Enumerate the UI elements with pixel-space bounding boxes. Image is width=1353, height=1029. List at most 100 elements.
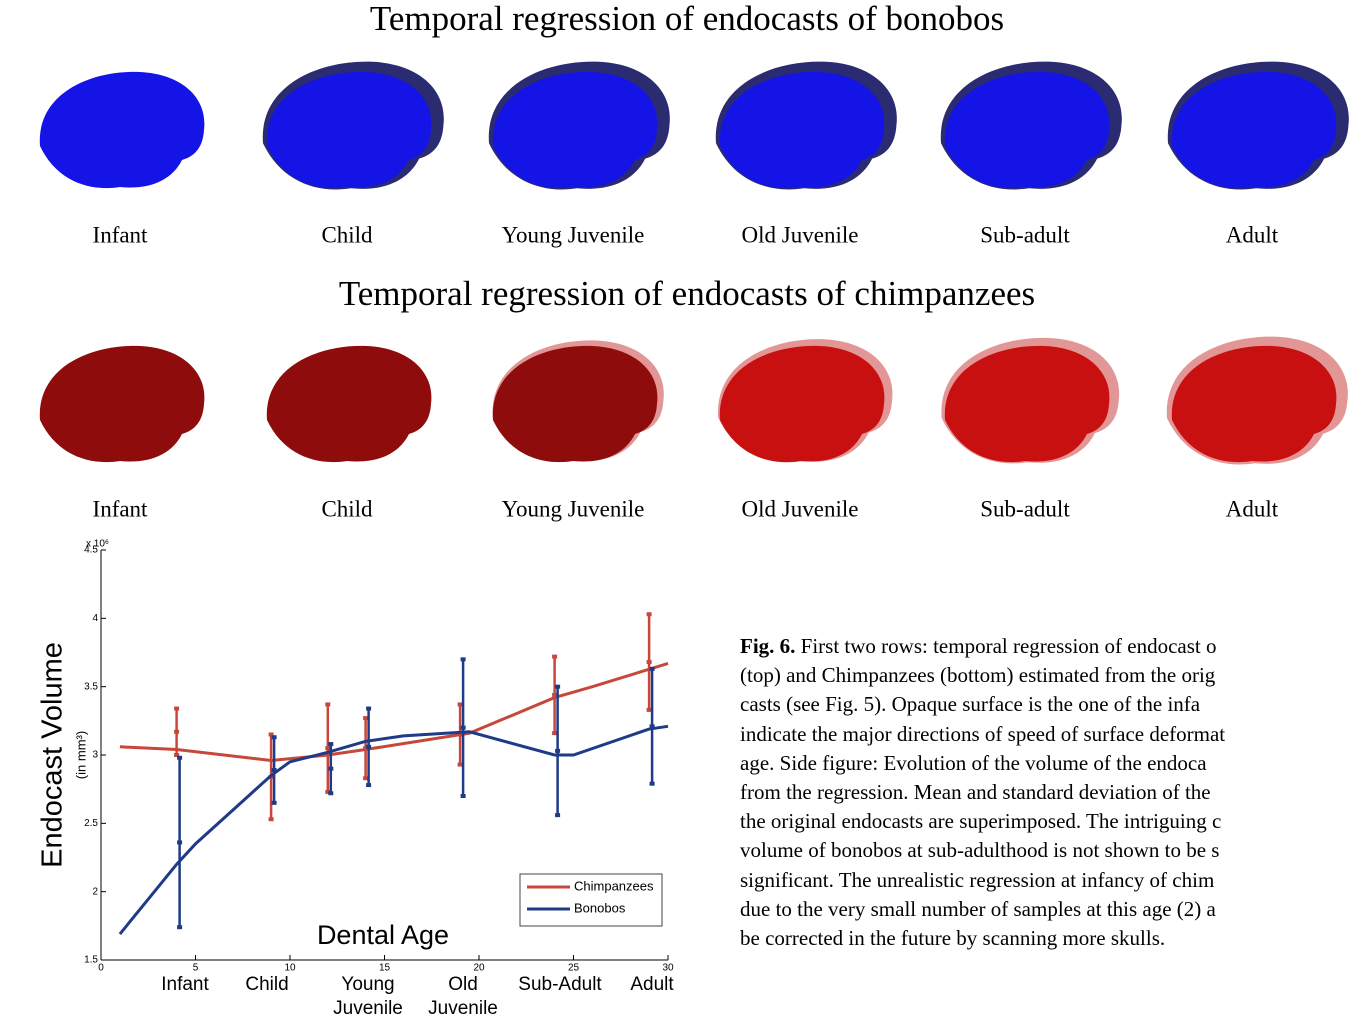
error-marker xyxy=(366,783,371,787)
x-tick-label: 10 xyxy=(284,963,296,974)
age-label: Child xyxy=(245,974,288,995)
caption-label: Fig. 6. xyxy=(740,634,795,658)
error-marker xyxy=(555,813,560,817)
error-marker xyxy=(177,840,182,844)
caption-text: First two rows: temporal regression of e… xyxy=(801,634,1217,658)
stage-label: Adult xyxy=(1226,496,1279,521)
error-marker xyxy=(325,702,330,706)
error-marker xyxy=(461,794,466,798)
error-marker xyxy=(174,707,179,711)
age-label: Juvenile xyxy=(333,998,403,1019)
x-tick-label: 25 xyxy=(568,963,580,974)
stage-label: Young Juvenile xyxy=(502,222,645,247)
stage-label: Adult xyxy=(1226,222,1279,247)
caption-line: indicate the major directions of speed o… xyxy=(740,720,1225,749)
x-label: Dental Age xyxy=(317,920,449,950)
caption-text: the original endocasts are superimposed.… xyxy=(740,809,1221,833)
error-marker xyxy=(177,756,182,760)
error-marker xyxy=(272,801,277,805)
caption-line: age. Side figure: Evolution of the volum… xyxy=(740,749,1225,778)
stage-label: Sub-adult xyxy=(980,222,1070,247)
age-label: Sub-Adult xyxy=(518,974,602,995)
error-bar xyxy=(461,657,466,798)
y-tick-label: 3 xyxy=(92,750,98,761)
caption-line: the original endocasts are superimposed.… xyxy=(740,807,1225,836)
age-label: Adult xyxy=(630,974,674,995)
age-label: Juvenile xyxy=(428,998,498,1019)
age-label: Old xyxy=(448,974,478,995)
stage-label: Infant xyxy=(93,222,149,247)
endocast xyxy=(40,346,205,462)
caption-text: age. Side figure: Evolution of the volum… xyxy=(740,751,1207,775)
error-marker xyxy=(328,767,333,771)
caption-line: Fig. 6. First two rows: temporal regress… xyxy=(740,632,1225,661)
stage-label: Sub-adult xyxy=(980,496,1070,521)
error-marker xyxy=(174,730,179,734)
stage-label: Old Juvenile xyxy=(742,222,859,247)
y-tick-label: 4 xyxy=(92,613,98,624)
error-marker xyxy=(650,724,655,728)
error-marker xyxy=(272,768,277,772)
age-label: Young xyxy=(341,974,394,995)
error-marker xyxy=(647,660,652,664)
y-scale-label: x 10⁶ xyxy=(86,539,109,550)
error-marker xyxy=(269,817,274,821)
y-tick-label: 1.5 xyxy=(84,955,98,966)
legend-label: Chimpanzees xyxy=(574,878,654,893)
caption-line: significant. The unrealistic regression … xyxy=(740,866,1225,895)
error-bar xyxy=(177,756,182,929)
stage-label: Child xyxy=(321,496,373,521)
caption-line: from the regression. Mean and standard d… xyxy=(740,778,1225,807)
age-label: Infant xyxy=(161,974,209,995)
error-marker xyxy=(177,925,182,929)
caption-text: indicate the major directions of speed o… xyxy=(740,722,1225,746)
error-marker xyxy=(328,742,333,746)
y-tick-label: 3.5 xyxy=(84,681,98,692)
error-marker xyxy=(366,707,371,711)
error-marker xyxy=(328,791,333,795)
endocast xyxy=(267,346,432,462)
error-marker xyxy=(461,726,466,730)
error-marker xyxy=(555,749,560,753)
error-marker xyxy=(272,735,277,739)
caption-text: significant. The unrealistic regression … xyxy=(740,868,1214,892)
stage-label: Old Juvenile xyxy=(742,496,859,521)
stage-label: Young Juvenile xyxy=(502,496,645,521)
caption-text: from the regression. Mean and standard d… xyxy=(740,780,1211,804)
y-label: Endocast Volume xyxy=(37,642,69,868)
title-bottom: Temporal regression of endocasts of chim… xyxy=(339,274,1035,313)
caption: Fig. 6. First two rows: temporal regress… xyxy=(740,632,1225,953)
caption-text: casts (see Fig. 5). Opaque surface is th… xyxy=(740,692,1200,716)
y-unit: (in mm³) xyxy=(73,731,88,779)
x-tick-label: 20 xyxy=(473,963,485,974)
y-tick-label: 2 xyxy=(92,886,98,897)
caption-text: (top) and Chimpanzees (bottom) estimated… xyxy=(740,663,1215,687)
caption-line: casts (see Fig. 5). Opaque surface is th… xyxy=(740,690,1225,719)
page: Temporal regression of endocasts of bono… xyxy=(0,0,1353,1029)
title-top: Temporal regression of endocasts of bono… xyxy=(370,0,1004,38)
caption-line: volume of bonobos at sub-adulthood is no… xyxy=(740,836,1225,865)
legend-label: Bonobos xyxy=(574,900,626,915)
caption-line: (top) and Chimpanzees (bottom) estimated… xyxy=(740,661,1225,690)
endocast xyxy=(40,72,205,188)
error-marker xyxy=(650,782,655,786)
caption-text: be corrected in the future by scanning m… xyxy=(740,926,1165,950)
x-tick-label: 0 xyxy=(98,963,104,974)
stage-label: Child xyxy=(321,222,373,247)
caption-line: be corrected in the future by scanning m… xyxy=(740,924,1225,953)
error-marker xyxy=(650,667,655,671)
y-tick-label: 2.5 xyxy=(84,818,98,829)
x-tick-label: 15 xyxy=(379,963,391,974)
error-marker xyxy=(552,655,557,659)
error-marker xyxy=(647,612,652,616)
error-marker xyxy=(461,657,466,661)
error-marker xyxy=(366,745,371,749)
caption-text: due to the very small number of samples … xyxy=(740,897,1216,921)
stage-label: Infant xyxy=(93,496,149,521)
regression-line xyxy=(120,663,668,760)
caption-line: due to the very small number of samples … xyxy=(740,895,1225,924)
x-tick-label: 30 xyxy=(662,963,674,974)
caption-text: volume of bonobos at sub-adulthood is no… xyxy=(740,838,1219,862)
error-marker xyxy=(555,685,560,689)
